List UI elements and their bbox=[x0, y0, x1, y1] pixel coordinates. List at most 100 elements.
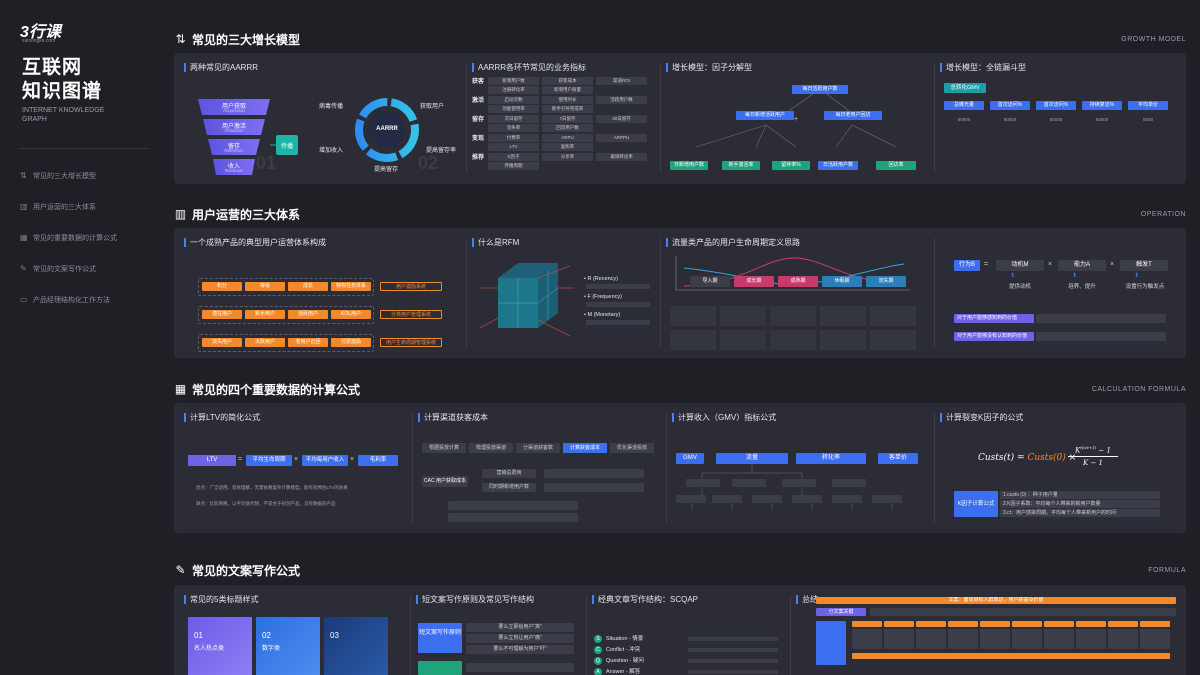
system-item: 新手用户 bbox=[245, 310, 285, 319]
gmv-term: 流量 bbox=[716, 453, 788, 464]
ltv-note: 缺点：比较简略，以平均值代替，不适合于初创产品，没有数据的产品 bbox=[196, 501, 336, 506]
lifecycle-curve bbox=[675, 256, 910, 291]
logo-subtext: sanxingke.com bbox=[22, 38, 56, 44]
summary-header-cell bbox=[852, 621, 882, 627]
summary-cell bbox=[948, 629, 978, 649]
logo[interactable]: 3行课 sanxingke.com bbox=[20, 18, 61, 44]
metric-item: 活跃用户数 bbox=[596, 96, 647, 104]
summary-header-cell bbox=[1044, 621, 1074, 627]
funnel-step-value: 50000 bbox=[1003, 117, 1017, 122]
card-title: 总结 bbox=[796, 593, 1180, 605]
ltv-term: 平均每用户收入 bbox=[302, 455, 348, 466]
cac-flow-step: 梳理投放渠道 bbox=[469, 443, 513, 453]
k-explain: 1.custs (0) ：种子用户量 bbox=[1000, 491, 1160, 499]
summary-cell bbox=[916, 629, 946, 649]
funnel-label: 用户激活 bbox=[221, 124, 246, 130]
funnel-level-1 bbox=[198, 99, 270, 115]
short-copy-point: 要么立即给用户“爽” bbox=[466, 623, 574, 632]
aarrr-cycle-ring bbox=[355, 98, 419, 162]
funnel-step: 总曝光量 bbox=[944, 101, 984, 110]
funnel-label: 用户获取 bbox=[221, 104, 246, 110]
factor-node: 每日新增活跃用户 bbox=[736, 111, 794, 120]
behavior-m: 动机M bbox=[996, 260, 1044, 271]
metric-item: 获客成本 bbox=[542, 77, 593, 85]
section-subtitle: CALCULATION FORMULA bbox=[1091, 385, 1186, 393]
k-explain: 2.K因子系数：平均每个人带来的新用户数量 bbox=[1000, 500, 1160, 508]
sidebar-item-operation[interactable]: ▥ 用户运营的三大体系 bbox=[20, 199, 155, 214]
factor-node: 日新增用户数 bbox=[670, 161, 708, 170]
metric-item: 新手引导完成率 bbox=[542, 105, 593, 113]
cac-note bbox=[544, 483, 644, 492]
arrow-up-icon: ⬆ bbox=[1010, 273, 1016, 279]
k-rhs: Custs(0) bbox=[1027, 453, 1066, 463]
card-title: 计算裂变K因子的公式 bbox=[940, 411, 1180, 423]
title-tile[interactable]: 01 名人热点类 bbox=[188, 617, 252, 675]
funnel-label: 收入 bbox=[227, 164, 240, 170]
metric-item: 邀请转化率 bbox=[596, 153, 647, 161]
system-item: 付费激励 bbox=[331, 338, 371, 347]
short-copy-point: 要么不可理解为用户“吓” bbox=[466, 645, 574, 654]
metric-item: 7日留存 bbox=[542, 115, 593, 123]
short-copy-tag-2 bbox=[418, 661, 462, 675]
sidebar-item-formula[interactable]: ▦ 常见的重要数据的计算公式 bbox=[20, 230, 155, 245]
panel-calc: 计算LTV的简化公式 LTV = 平均生命周期 × 平均每用户收入 × 毛利率 … bbox=[174, 403, 1186, 533]
lifecycle-note bbox=[770, 330, 816, 350]
bar-chart-icon: ▥ bbox=[174, 206, 187, 221]
lifecycle-note bbox=[720, 306, 766, 326]
card-k-factor: 计算裂变K因子的公式 Custs(t) = Custs(0) × K(t/ct+… bbox=[940, 411, 1180, 529]
title-tile[interactable]: 03 bbox=[324, 617, 388, 675]
card-operation-system: 一个成熟产品的典型用户运营体系构成 积分 等级 成长 特权任务体系 用户激励系统 潜在用户… bbox=[184, 236, 459, 354]
metric-stage: 变现 bbox=[472, 136, 485, 142]
card-title: 一个成熟产品的典型用户运营体系构成 bbox=[184, 236, 459, 248]
lifecycle-note bbox=[670, 330, 716, 350]
rfm-item-desc bbox=[586, 320, 650, 325]
lifecycle-note bbox=[670, 306, 716, 326]
sidebar-nav: ⇅ 常见的三大增长模型 ▥ 用户运营的三大体系 ▦ 常见的重要数据的计算公式 ✎ 常见的… bbox=[20, 168, 155, 323]
k-formula: Custs(t) = Custs(0) × bbox=[978, 453, 1077, 463]
summary-tag: 分文案关键 bbox=[816, 608, 866, 616]
brand-subtitle: INTERNET KNOWLEDGE GRAPH bbox=[22, 107, 105, 123]
system-side: 用户生命周期管理系统 bbox=[380, 338, 442, 347]
card-full-funnel: 增长模型：全链漏斗型 总转化GMV 总曝光量 50000 首次访问% 50000 首次访… bbox=[940, 61, 1180, 179]
arrow-up-icon: ⬆ bbox=[1134, 273, 1140, 279]
scqap-desc bbox=[688, 670, 778, 674]
rfm-item-desc bbox=[586, 284, 650, 289]
ltv-note: 优点：广泛适用、容易理解，无需依赖复杂计算模型，能有效预估LTV的效果 bbox=[196, 485, 348, 490]
lifecycle-note bbox=[820, 330, 866, 350]
summary-cell bbox=[1140, 629, 1170, 649]
summary-block bbox=[816, 621, 846, 665]
metric-item: 复购率 bbox=[542, 143, 593, 151]
metric-item: 新增用户质量 bbox=[542, 86, 593, 94]
brand-title: 互联网 知识图谱 bbox=[22, 56, 132, 104]
gmv-tree bbox=[676, 465, 902, 509]
title-tile[interactable]: 02 数字类 bbox=[256, 617, 320, 675]
growth-icon: ⇅ bbox=[175, 31, 186, 46]
summary-cell bbox=[1044, 629, 1074, 649]
card-title: 两种常见的AARRR bbox=[184, 61, 459, 73]
funnel-step: 首次访问% bbox=[1036, 101, 1076, 110]
metric-item: 30日留存 bbox=[596, 115, 647, 123]
section-header-copy: ✎ 常见的文案写作公式 FORMULA bbox=[174, 562, 1186, 578]
scqap-item: Answer - 解答 bbox=[606, 669, 641, 675]
rfm-item: • R (Recency) bbox=[584, 276, 619, 282]
sidebar-item-copywriting[interactable]: ✎ 常见的文案写作公式 bbox=[20, 261, 155, 276]
metric-stage: 激活 bbox=[472, 98, 485, 104]
sidebar-item-pm-method[interactable]: ▭ 产品经理结构化工作方法 bbox=[20, 292, 155, 307]
aarrr-diagram bbox=[198, 98, 419, 175]
section-header-operation: ▥ 用户运营的三大体系 OPERATION bbox=[174, 206, 1186, 222]
section-subtitle: OPERATION bbox=[1140, 210, 1186, 218]
factor-node-root: 每日活跃用户数 bbox=[792, 85, 848, 94]
metric-item: 使用时长 bbox=[542, 96, 593, 104]
system-item: KOL用户 bbox=[331, 310, 371, 319]
section-title: 常见的三大增长模型 bbox=[192, 32, 301, 47]
scqap-desc bbox=[688, 659, 778, 663]
divider bbox=[410, 595, 411, 675]
sidebar-item-growth[interactable]: ⇅ 常见的三大增长模型 bbox=[20, 168, 155, 183]
summary-cell bbox=[1012, 629, 1042, 649]
system-side: 分类用户管理系统 bbox=[380, 310, 442, 319]
sidebar-item-label: 产品经理结构化工作方法 bbox=[33, 296, 110, 304]
funnel-head: 总转化GMV bbox=[944, 83, 986, 93]
summary-cell bbox=[980, 629, 1010, 649]
summary-cell bbox=[852, 629, 882, 649]
system-item: 老用户召回 bbox=[288, 338, 328, 347]
